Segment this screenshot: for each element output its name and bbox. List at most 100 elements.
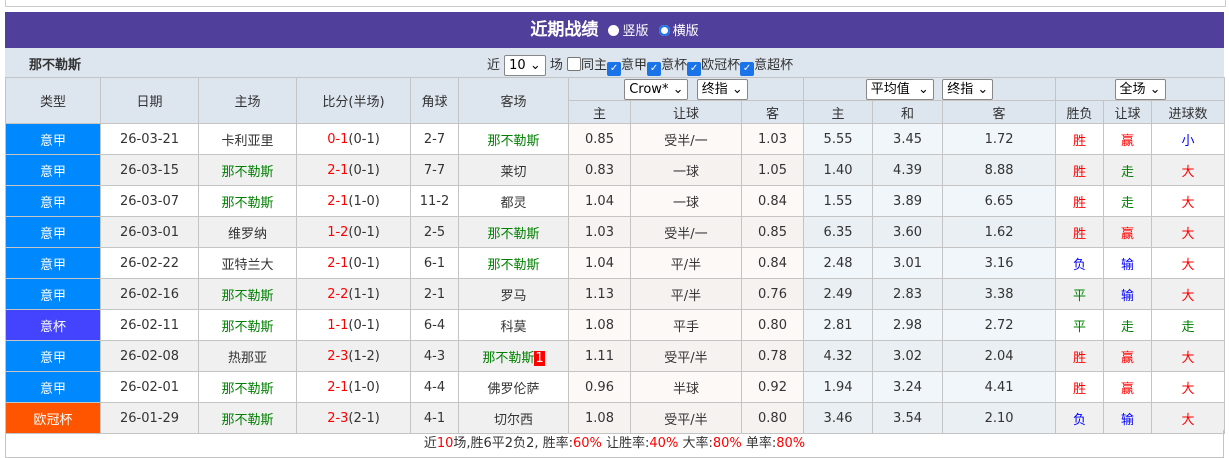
col-date: 日期 (100, 77, 199, 124)
home-team[interactable]: 那不勒斯 (198, 371, 297, 403)
eu-home: 4.32 (803, 340, 874, 372)
filter-checkbox[interactable]: ✓ (647, 62, 662, 76)
filter-bar: 那不勒斯 近 10 ⌄ 场 同主 ✓ 意甲 ✓ 意杯 ✓ 欧冠杯 ✓ 意超杯 (5, 48, 1224, 77)
handicap-result: 走 (1103, 154, 1153, 186)
full-score: 2-3 (327, 410, 349, 426)
filter-checkbox[interactable]: ✓ (687, 62, 702, 76)
league-type[interactable]: 意甲 (5, 278, 101, 310)
match-date: 26-02-11 (100, 309, 199, 341)
league-type[interactable]: 意甲 (5, 340, 101, 372)
away-odds: 1.03 (740, 123, 805, 155)
league-type[interactable]: 意甲 (5, 371, 101, 403)
filter-checkbox[interactable]: ✓ (740, 62, 755, 76)
home-team[interactable]: 那不勒斯 (198, 402, 297, 434)
goals-result: 走 (1151, 309, 1226, 341)
goals-result: 大 (1151, 340, 1226, 372)
table-row[interactable]: 意甲 26-02-08 热那亚 2-3(1-2) 4-3 那不勒斯1 1.11 受… (5, 340, 1226, 372)
corner-count: 7-7 (410, 154, 459, 186)
scope-select[interactable]: 全场 ⌄ (1114, 78, 1166, 100)
goals-result: 大 (1151, 216, 1226, 248)
count-suffix: 场 (549, 58, 563, 73)
league-type[interactable]: 意甲 (5, 247, 101, 279)
goals-result: 小 (1151, 123, 1226, 155)
col-away: 客场 (458, 77, 569, 124)
score-cell: 2-3(2-1) (296, 402, 411, 434)
average-select[interactable]: 平均值 ⌄ (865, 78, 934, 100)
away-odds: 1.05 (740, 154, 805, 186)
home-team[interactable]: 卡利亚里 (198, 123, 297, 155)
table-row[interactable]: 欧冠杯 26-01-29 那不勒斯 2-3(2-1) 4-1 切尔西 1.08 受… (5, 402, 1226, 434)
away-team[interactable]: 那不勒斯 (458, 247, 569, 279)
score-cell: 2-1(0-1) (296, 154, 411, 186)
home-team[interactable]: 那不勒斯 (198, 185, 297, 217)
league-type[interactable]: 意甲 (5, 216, 101, 248)
home-team[interactable]: 那不勒斯 (198, 154, 297, 186)
radio-vertical[interactable] (608, 25, 620, 36)
table-row[interactable]: 意甲 26-02-01 那不勒斯 2-1(1-0) 4-4 佛罗伦萨 0.96 半… (5, 371, 1226, 403)
away-odds: 0.92 (740, 371, 805, 403)
odds-type-select[interactable]: 终指 ⌄ (696, 78, 748, 100)
away-team[interactable]: 那不勒斯1 (458, 340, 569, 372)
away-team[interactable]: 那不勒斯 (458, 216, 569, 248)
eu-draw: 3.54 (872, 402, 944, 434)
filter-checkbox[interactable] (567, 57, 582, 71)
league-type[interactable]: 意甲 (5, 154, 101, 186)
full-score: 2-1 (327, 379, 349, 395)
away-odds: 0.80 (740, 309, 805, 341)
away-team[interactable]: 那不勒斯 (458, 123, 569, 155)
away-team[interactable]: 莱切 (458, 154, 569, 186)
home-team[interactable]: 维罗纳 (198, 216, 297, 248)
odds-type-select-2[interactable]: 终指 ⌄ (942, 78, 994, 100)
league-type[interactable]: 意杯 (5, 309, 101, 341)
filter-checkbox[interactable]: ✓ (607, 62, 622, 76)
table-row[interactable]: 意甲 26-02-22 亚特兰大 2-1(0-1) 6-1 那不勒斯 1.04 平… (5, 247, 1226, 279)
match-result: 胜 (1055, 340, 1105, 372)
col-score: 比分(半场) (296, 77, 411, 124)
col-type: 类型 (5, 77, 101, 124)
corner-count: 4-4 (410, 371, 459, 403)
table-row[interactable]: 意甲 26-03-21 卡利亚里 0-1(0-1) 2-7 那不勒斯 0.85 受… (5, 123, 1226, 155)
away-team[interactable]: 佛罗伦萨 (458, 371, 569, 403)
handicap: 受平/半 (630, 402, 742, 434)
company-select[interactable]: Crow* ⌄ (624, 78, 689, 100)
team-name: 那不勒斯 (29, 58, 82, 73)
result-controls: 全场 ⌄ (1055, 77, 1226, 101)
col-result: 胜负 (1055, 100, 1105, 124)
summary-footer: 近10场,胜6平2负2, 胜率:60% 让胜率:40% 大率:80% 单率:80… (5, 430, 1224, 458)
corner-count: 6-1 (410, 247, 459, 279)
away-odds: 0.78 (740, 340, 805, 372)
away-team[interactable]: 罗马 (458, 278, 569, 310)
section-title: 近期战绩 (530, 20, 599, 40)
home-team[interactable]: 那不勒斯 (198, 278, 297, 310)
goals-result: 大 (1151, 371, 1226, 403)
match-result: 负 (1055, 402, 1105, 434)
home-team[interactable]: 亚特兰大 (198, 247, 297, 279)
corner-count: 4-3 (410, 340, 459, 372)
away-team[interactable]: 都灵 (458, 185, 569, 217)
eu-draw: 3.60 (872, 216, 944, 248)
table-row[interactable]: 意甲 26-02-16 那不勒斯 2-2(1-1) 2-1 罗马 1.13 平/半… (5, 278, 1226, 310)
radio-horizontal[interactable] (658, 25, 670, 36)
eu-draw: 3.24 (872, 371, 944, 403)
radio-vertical-label[interactable]: 竖版 (622, 24, 649, 39)
away-team[interactable]: 切尔西 (458, 402, 569, 434)
home-odds: 1.04 (568, 247, 631, 279)
league-type[interactable]: 欧冠杯 (5, 402, 101, 434)
radio-horizontal-label[interactable]: 横版 (672, 24, 699, 39)
corner-count: 4-1 (410, 402, 459, 434)
table-row[interactable]: 意甲 26-03-07 那不勒斯 2-1(1-0) 11-2 都灵 1.04 一球… (5, 185, 1226, 217)
top-frame (5, 0, 1226, 7)
full-score: 1-2 (327, 224, 349, 240)
home-team[interactable]: 那不勒斯 (198, 309, 297, 341)
home-team[interactable]: 热那亚 (198, 340, 297, 372)
league-type[interactable]: 意甲 (5, 185, 101, 217)
match-count-select[interactable]: 10 ⌄ (504, 55, 546, 76)
goals-result: 大 (1151, 247, 1226, 279)
away-team[interactable]: 科莫 (458, 309, 569, 341)
table-row[interactable]: 意杯 26-02-11 那不勒斯 1-1(0-1) 6-4 科莫 1.08 平手 0… (5, 309, 1226, 341)
score-cell: 2-3(1-2) (296, 340, 411, 372)
table-row[interactable]: 意甲 26-03-15 那不勒斯 2-1(0-1) 7-7 莱切 0.83 一球 1… (5, 154, 1226, 186)
filter-checkbox-label: 欧冠杯 (701, 58, 741, 73)
table-row[interactable]: 意甲 26-03-01 维罗纳 1-2(0-1) 2-5 那不勒斯 1.03 受半… (5, 216, 1226, 248)
league-type[interactable]: 意甲 (5, 123, 101, 155)
